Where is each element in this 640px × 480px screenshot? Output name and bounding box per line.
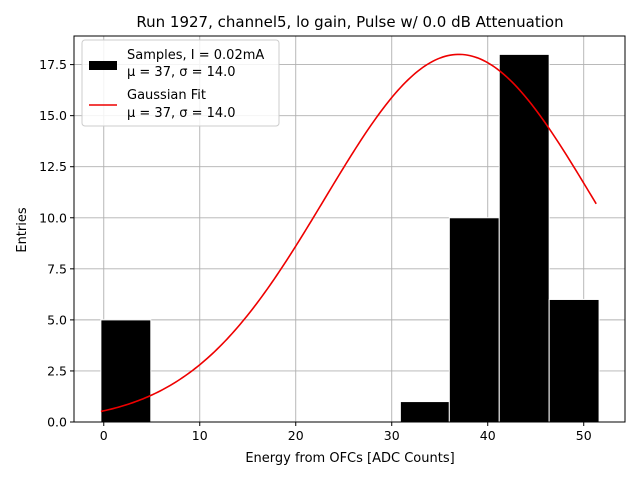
- chart-title: Run 1927, channel5, lo gain, Pulse w/ 0.…: [136, 13, 563, 31]
- y-tick-label: 17.5: [39, 57, 67, 72]
- histogram-bar: [100, 319, 152, 423]
- fit-curve: [100, 53, 597, 413]
- x-axis-label: Energy from OFCs [ADC Counts]: [245, 451, 454, 466]
- y-tick-label: 5.0: [47, 312, 67, 327]
- y-tick-label: 2.5: [47, 363, 67, 378]
- x-tick-label: 40: [480, 428, 496, 443]
- gaussian-fit: [100, 53, 597, 413]
- y-axis-label: Entries: [15, 207, 30, 253]
- y-tick-label: 12.5: [39, 159, 67, 174]
- x-tick-label: 20: [288, 428, 304, 443]
- x-axis: 0 10 20 30 40 50: [100, 422, 592, 443]
- plot-frame: [73, 35, 626, 423]
- histogram-bar: [399, 401, 450, 423]
- x-tick-label: 50: [576, 428, 592, 443]
- legend-fit-stats: μ = 37, σ = 14.0: [127, 106, 236, 121]
- x-tick-label: 10: [192, 428, 208, 443]
- y-tick-label: 15.0: [39, 108, 67, 123]
- y-axis: 0.0 2.5 5.0 7.5 10.0 12.5 15.0 17.5: [39, 57, 74, 430]
- legend: Samples, I = 0.02mA μ = 37, σ = 14.0 Gau…: [81, 39, 280, 127]
- y-tick-label: 10.0: [39, 210, 67, 225]
- x-tick-label: 30: [384, 428, 400, 443]
- x-tick-label: 0: [100, 428, 108, 443]
- legend-samples-label: Samples, I = 0.02mA: [127, 48, 264, 63]
- y-tick-label: 7.5: [47, 261, 67, 276]
- legend-fit-label: Gaussian Fit: [127, 88, 206, 103]
- histogram-bar: [448, 217, 500, 423]
- legend-samples-stats: μ = 37, σ = 14.0: [127, 65, 236, 80]
- legend-box: [81, 39, 280, 127]
- legend-samples-swatch: [89, 61, 117, 70]
- y-tick-label: 0.0: [47, 415, 67, 430]
- histogram-bars: [100, 53, 600, 423]
- histogram-bar: [548, 298, 600, 423]
- histogram-bar: [498, 53, 550, 423]
